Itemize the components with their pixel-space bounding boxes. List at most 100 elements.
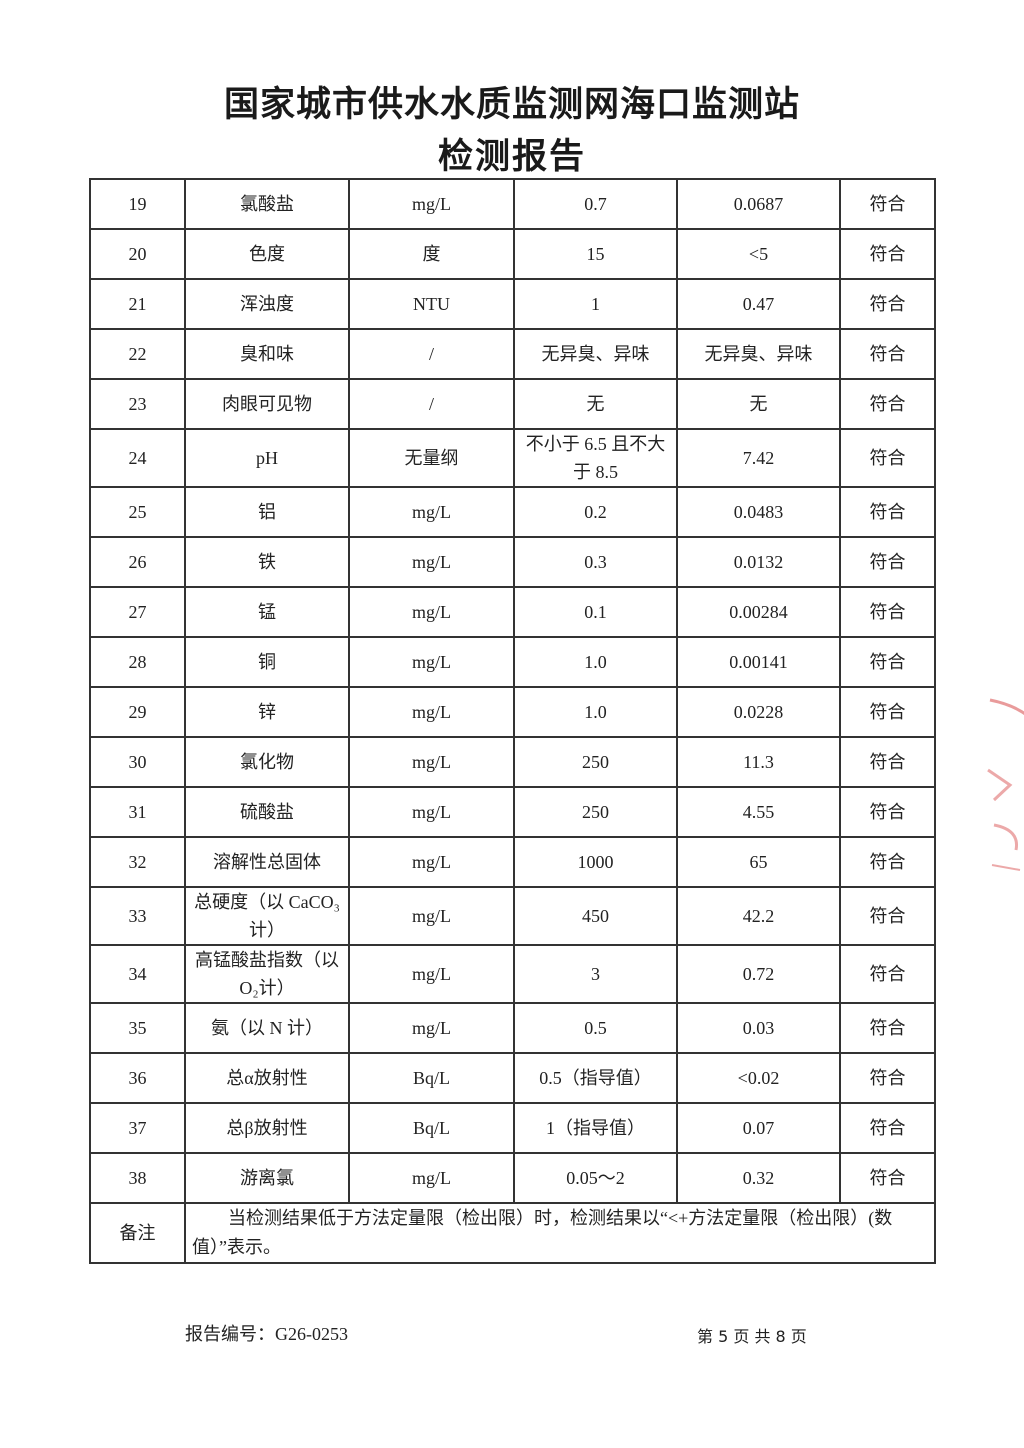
cell-no: 36: [89, 1052, 186, 1104]
table-row: 35 氨（以 N 计） mg/L 0.5 0.03 符合: [89, 1002, 936, 1054]
cell-result: 0.0687: [676, 178, 841, 230]
cell-unit: /: [348, 328, 515, 380]
cell-unit: mg/L: [348, 178, 515, 230]
cell-no: 34: [89, 944, 186, 1004]
cell-result: 7.42: [676, 428, 841, 488]
cell-item: 总硬度（以 CaCO₃计）: [184, 886, 350, 946]
cell-item: 色度: [184, 228, 350, 280]
cell-limit: 1.0: [513, 686, 678, 738]
page-number: 第 5 页 共 8 页: [697, 1327, 807, 1346]
cell-unit: mg/L: [348, 836, 515, 888]
cell-unit: mg/L: [348, 686, 515, 738]
cell-result: 0.72: [676, 944, 841, 1004]
cell-item: 浑浊度: [184, 278, 350, 330]
cell-no: 19: [89, 178, 186, 230]
cell-no: 30: [89, 736, 186, 788]
table-row: 23 肉眼可见物 / 无无符合: [89, 378, 936, 430]
cell-unit: mg/L: [348, 736, 515, 788]
cell-unit: mg/L: [348, 786, 515, 838]
cell-no: 27: [89, 586, 186, 638]
table-row: 26 铁 mg/L 0.3 0.0132 符合: [89, 536, 936, 588]
cell-item: 总α放射性: [184, 1052, 350, 1104]
cell-item: 铝: [184, 486, 350, 538]
cell-result: 0.47: [676, 278, 841, 330]
note-text: 当检测结果低于方法定量限（检出限）时，检测结果以“<+方法定量限（检出限）(数值…: [184, 1202, 936, 1264]
cell-limit: 450: [513, 886, 678, 946]
cell-unit: mg/L: [348, 536, 515, 588]
cell-result: 65: [676, 836, 841, 888]
document-title: 国家城市供水水质监测网海口监测站: [223, 85, 800, 125]
cell-verdict: 符合: [839, 1052, 936, 1104]
cell-no: 38: [89, 1152, 186, 1204]
cell-item: 铜: [184, 636, 350, 688]
cell-no: 31: [89, 786, 186, 838]
cell-result: 11.3: [676, 736, 841, 788]
cell-verdict: 符合: [839, 786, 936, 838]
cell-result: <0.02: [676, 1052, 841, 1104]
cell-result: 42.2: [676, 886, 841, 946]
table-row: 31 硫酸盐 mg/L 250 4.55 符合: [89, 786, 936, 838]
cell-item: 硫酸盐: [184, 786, 350, 838]
cell-item: 氯酸盐: [184, 178, 350, 230]
cell-unit: mg/L: [348, 486, 515, 538]
cell-limit: 无异臭、异味: [513, 328, 678, 380]
cell-item: 溶解性总固体: [184, 836, 350, 888]
note-row: 备注 当检测结果低于方法定量限（检出限）时，检测结果以“<+方法定量限（检出限）…: [89, 1202, 936, 1264]
cell-verdict: 符合: [839, 378, 936, 430]
cell-no: 26: [89, 536, 186, 588]
cell-result: 0.00141: [676, 636, 841, 688]
cell-limit: 0.05～2: [513, 1152, 678, 1204]
cell-limit: 0.2: [513, 486, 678, 538]
cell-item: 氯化物: [184, 736, 350, 788]
table-row: 24 pH 无量纲 不小于 6.5 且不大于 8.5 7.42 符合: [89, 428, 936, 488]
table-row: 19 氯酸盐 mg/L 0.7 0.0687 符合: [89, 178, 936, 230]
cell-no: 28: [89, 636, 186, 688]
cell-result: 0.0483: [676, 486, 841, 538]
cell-verdict: 符合: [839, 586, 936, 638]
cell-limit: 无: [513, 378, 678, 430]
cell-item: 氨（以 N 计）: [184, 1002, 350, 1054]
cell-no: 23: [89, 378, 186, 430]
table-row: 38 游离氯 mg/L 0.05～2 0.32 符合: [89, 1152, 936, 1204]
table-row: 34 高锰酸盐指数（以 O₂计） mg/L 3 0.72 符合: [89, 944, 936, 1004]
cell-item: 总β放射性: [184, 1102, 350, 1154]
cell-no: 24: [89, 428, 186, 488]
cell-unit: mg/L: [348, 636, 515, 688]
cell-verdict: 符合: [839, 686, 936, 738]
cell-item: 高锰酸盐指数（以 O₂计）: [184, 944, 350, 1004]
cell-limit: 0.5（指导值）: [513, 1052, 678, 1104]
cell-verdict: 符合: [839, 228, 936, 280]
cell-unit: 无量纲: [348, 428, 515, 488]
cell-result: 0.07: [676, 1102, 841, 1154]
cell-verdict: 符合: [839, 536, 936, 588]
cell-limit: 1: [513, 278, 678, 330]
cell-verdict: 符合: [839, 328, 936, 380]
table-row: 25 铝 mg/L 0.2 0.0483 符合: [89, 486, 936, 538]
table-row: 28 铜 mg/L 1.0 0.00141 符合: [89, 636, 936, 688]
cell-item: 肉眼可见物: [184, 378, 350, 430]
cell-unit: mg/L: [348, 1002, 515, 1054]
cell-no: 22: [89, 328, 186, 380]
cell-no: 33: [89, 886, 186, 946]
cell-result: 0.0132: [676, 536, 841, 588]
report-number: 报告编号：G26-0253: [185, 1324, 348, 1344]
cell-verdict: 符合: [839, 736, 936, 788]
cell-no: 21: [89, 278, 186, 330]
cell-verdict: 符合: [839, 278, 936, 330]
table-row: 27 锰 mg/L 0.1 0.00284 符合: [89, 586, 936, 638]
cell-unit: mg/L: [348, 586, 515, 638]
cell-limit: 0.7: [513, 178, 678, 230]
cell-unit: /: [348, 378, 515, 430]
cell-no: 20: [89, 228, 186, 280]
cell-no: 35: [89, 1002, 186, 1054]
cell-verdict: 符合: [839, 886, 936, 946]
cell-verdict: 符合: [839, 944, 936, 1004]
document-subtitle: 检测报告: [437, 137, 586, 177]
table-row: 22 臭和味 / 无异臭、异味 无异臭、异味 符合: [89, 328, 936, 380]
cell-unit: 度: [348, 228, 515, 280]
cell-no: 37: [89, 1102, 186, 1154]
table-row: 33 总硬度（以 CaCO₃计） mg/L 450 42.2 符合: [89, 886, 936, 946]
cell-result: 4.55: [676, 786, 841, 838]
cell-no: 29: [89, 686, 186, 738]
cell-limit: 250: [513, 786, 678, 838]
